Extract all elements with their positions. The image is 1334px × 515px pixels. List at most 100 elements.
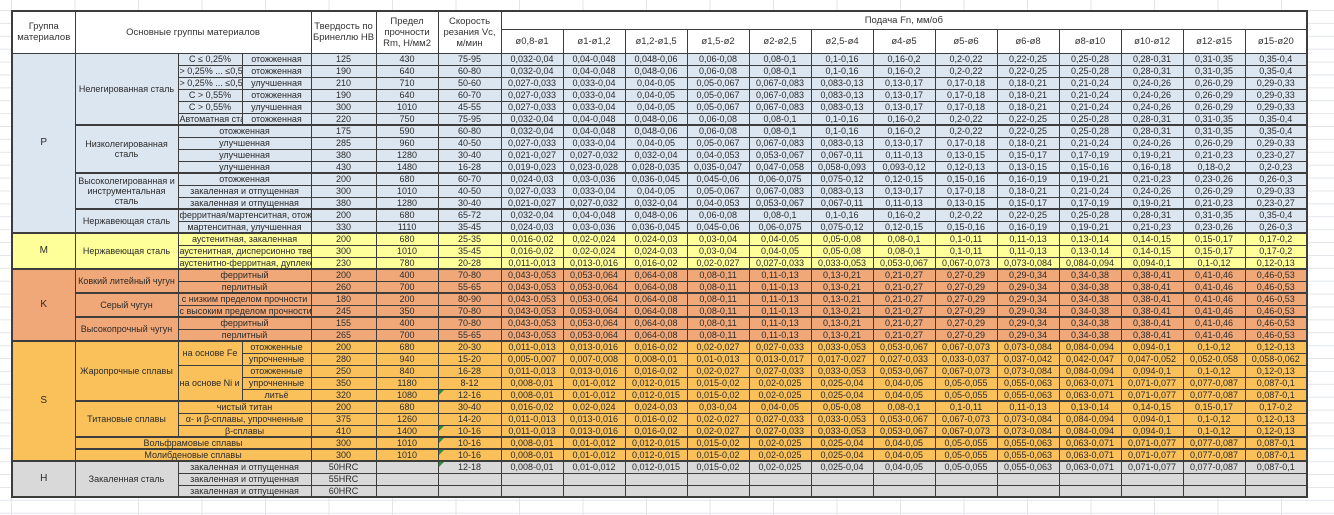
feed-value-cell[interactable]: 0,05-0,067 xyxy=(686,100,750,114)
feed-value-cell[interactable]: 0,015-0,02 xyxy=(686,376,750,390)
data-cell[interactable]: 14-20 xyxy=(437,412,502,426)
feed-value-cell[interactable]: 0,13-0,21 xyxy=(810,316,874,330)
feed-value-cell[interactable]: 0,29-0,33 xyxy=(1244,184,1308,198)
feed-value-cell[interactable]: 0,11-0,13 xyxy=(996,400,1060,414)
feed-value-cell[interactable]: 0,007-0,008 xyxy=(562,352,626,366)
data-cell[interactable]: 190 xyxy=(310,64,377,78)
feed-value-cell[interactable]: 0,29-0,34 xyxy=(996,292,1060,306)
data-cell[interactable]: 640 xyxy=(375,88,439,102)
feed-value-cell[interactable]: 0,04-0,05 xyxy=(624,136,688,150)
data-cell[interactable]: 245 xyxy=(310,304,377,318)
feed-value-cell[interactable]: 0,067-0,11 xyxy=(810,148,874,162)
feed-value-cell[interactable] xyxy=(934,472,998,486)
feed-value-cell[interactable]: 0,12-0,13 xyxy=(934,160,998,174)
feed-value-cell[interactable]: 0,016-0,02 xyxy=(500,232,564,246)
data-cell[interactable]: 300 xyxy=(310,448,377,462)
data-cell[interactable]: 200 xyxy=(310,232,377,246)
data-cell[interactable]: Нелегированная сталь xyxy=(74,52,179,126)
feed-value-cell[interactable]: 0,1-0,16 xyxy=(810,64,874,78)
data-cell[interactable]: 400 xyxy=(375,316,439,330)
feed-value-cell[interactable]: 0,29-0,34 xyxy=(996,268,1060,282)
feed-value-cell[interactable]: 0,13-0,21 xyxy=(810,292,874,306)
data-cell[interactable]: 300 xyxy=(310,184,377,198)
feed-value-cell[interactable]: 0,055-0,063 xyxy=(996,436,1060,450)
feed-value-cell[interactable]: 0,023-0,028 xyxy=(562,160,626,174)
data-cell[interactable]: чистый титан xyxy=(177,400,312,414)
data-cell[interactable]: отожженные xyxy=(241,340,312,354)
data-cell[interactable]: 60-70 xyxy=(437,172,502,186)
feed-value-cell[interactable]: 0,1-0,11 xyxy=(934,244,998,258)
data-cell[interactable]: β-сплавы xyxy=(177,424,312,438)
feed-value-cell[interactable]: 0,21-0,23 xyxy=(1120,172,1184,186)
feed-value-cell[interactable]: 0,077-0,087 xyxy=(1182,376,1246,390)
feed-value-cell[interactable]: 0,053-0,064 xyxy=(562,304,626,318)
data-cell[interactable]: закаленная и отпущенная xyxy=(177,196,312,210)
feed-value-cell[interactable]: 0,067-0,083 xyxy=(748,136,812,150)
feed-value-cell[interactable]: 0,008-0,01 xyxy=(500,436,564,450)
feed-value-cell[interactable]: 0,067-0,083 xyxy=(748,184,812,198)
data-cell[interactable]: перлитный xyxy=(177,280,312,294)
feed-value-cell[interactable] xyxy=(1182,484,1246,498)
data-cell[interactable]: 300 xyxy=(310,244,377,258)
data-cell[interactable]: 750 xyxy=(375,112,439,126)
feed-value-cell[interactable]: 0,2-0,22 xyxy=(934,208,998,222)
data-cell[interactable]: 375 xyxy=(310,412,377,426)
data-cell[interactable] xyxy=(437,472,502,486)
feed-value-cell[interactable]: 0,016-0,02 xyxy=(624,364,688,378)
feed-value-cell[interactable]: 0,058-0,093 xyxy=(810,160,874,174)
data-cell[interactable]: улучшенная xyxy=(241,76,312,90)
header-diameter-column[interactable]: ø2,5-ø4 xyxy=(810,28,874,54)
feed-value-cell[interactable]: 0,21-0,24 xyxy=(1058,88,1122,102)
feed-value-cell[interactable]: 0,08-0,11 xyxy=(686,304,750,318)
data-cell[interactable]: 200 xyxy=(310,208,377,222)
feed-value-cell[interactable]: 0,41-0,46 xyxy=(1182,328,1246,342)
feed-value-cell[interactable]: 0,29-0,33 xyxy=(1244,136,1308,150)
feed-value-cell[interactable]: 0,08-0,11 xyxy=(686,316,750,330)
data-cell[interactable]: 200 xyxy=(375,292,439,306)
feed-value-cell[interactable]: 0,31-0,35 xyxy=(1182,64,1246,78)
feed-value-cell[interactable]: 0,084-0,094 xyxy=(1058,364,1122,378)
feed-value-cell[interactable]: 0,17-0,18 xyxy=(934,88,998,102)
feed-value-cell[interactable]: 0,1-0,11 xyxy=(934,232,998,246)
feed-value-cell[interactable]: 0,032-0,04 xyxy=(500,52,564,66)
data-cell[interactable]: мартенситная, улучшенная xyxy=(177,220,312,234)
feed-value-cell[interactable]: 0,055-0,063 xyxy=(996,448,1060,462)
feed-value-cell[interactable]: 0,053-0,067 xyxy=(872,412,936,426)
group-letter-cell[interactable]: M xyxy=(11,232,76,270)
data-cell[interactable]: 1110 xyxy=(375,220,439,234)
feed-value-cell[interactable]: 0,01-0,013 xyxy=(686,352,750,366)
data-cell[interactable]: 20-28 xyxy=(437,256,502,270)
feed-value-cell[interactable] xyxy=(562,484,626,498)
feed-value-cell[interactable]: 0,047-0,052 xyxy=(1120,352,1184,366)
feed-value-cell[interactable] xyxy=(810,484,874,498)
feed-value-cell[interactable]: 0,34-0,38 xyxy=(1058,328,1122,342)
feed-value-cell[interactable]: 0,38-0,41 xyxy=(1120,268,1184,282)
feed-value-cell[interactable]: 0,1-0,16 xyxy=(810,112,874,126)
feed-value-cell[interactable]: 0,04-0,05 xyxy=(872,388,936,402)
feed-value-cell[interactable]: 0,019-0,023 xyxy=(500,160,564,174)
feed-value-cell[interactable]: 0,067-0,073 xyxy=(934,340,998,354)
feed-value-cell[interactable]: 0,04-0,05 xyxy=(872,436,936,450)
data-cell[interactable]: 210 xyxy=(310,76,377,90)
feed-value-cell[interactable]: 0,24-0,26 xyxy=(1120,136,1184,150)
feed-value-cell[interactable]: 0,071-0,077 xyxy=(1120,448,1184,462)
feed-value-cell[interactable]: 0,067-0,083 xyxy=(748,88,812,102)
feed-value-cell[interactable]: 0,22-0,25 xyxy=(996,64,1060,78)
data-cell[interactable]: Титановые сплавы xyxy=(74,400,179,438)
feed-value-cell[interactable]: 0,032-0,04 xyxy=(500,208,564,222)
feed-value-cell[interactable]: 0,053-0,067 xyxy=(872,364,936,378)
feed-value-cell[interactable]: 0,2-0,22 xyxy=(934,52,998,66)
feed-value-cell[interactable]: 0,11-0,13 xyxy=(748,268,812,282)
feed-value-cell[interactable]: 0,013-0,016 xyxy=(562,412,626,426)
feed-value-cell[interactable]: 0,02-0,025 xyxy=(748,436,812,450)
feed-value-cell[interactable]: 0,043-0,053 xyxy=(500,292,564,306)
feed-value-cell[interactable]: 0,27-0,29 xyxy=(934,328,998,342)
feed-value-cell[interactable]: 0,31-0,35 xyxy=(1182,112,1246,126)
feed-value-cell[interactable]: 0,027-0,033 xyxy=(748,256,812,270)
feed-value-cell[interactable]: 0,04-0,05 xyxy=(624,88,688,102)
feed-value-cell[interactable]: 0,027-0,033 xyxy=(748,364,812,378)
feed-value-cell[interactable]: 0,05-0,08 xyxy=(810,232,874,246)
feed-value-cell[interactable]: 0,18-0,2 xyxy=(1182,160,1246,174)
feed-value-cell[interactable]: 0,13-0,15 xyxy=(996,160,1060,174)
feed-value-cell[interactable]: 0,27-0,29 xyxy=(934,280,998,294)
